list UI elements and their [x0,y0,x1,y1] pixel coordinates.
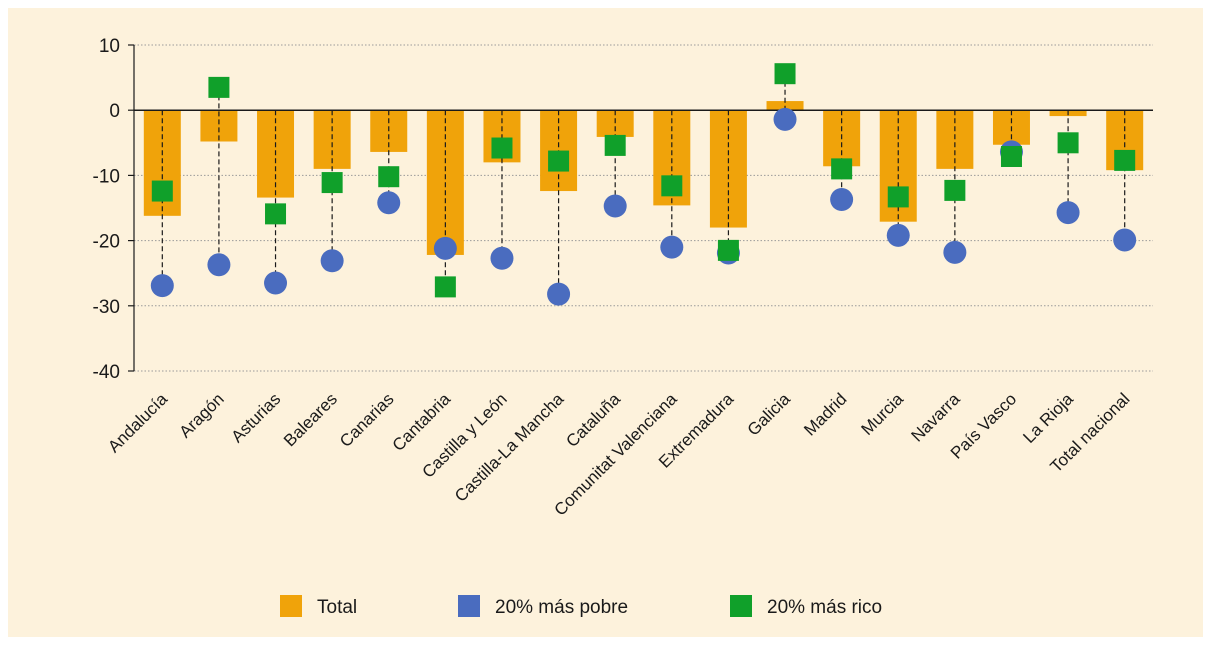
bar-total-galicia [766,101,804,111]
x-tick-label-castilla-la-mancha: Castilla-La Mancha [451,389,568,506]
point-richest-la-rioja [1057,132,1079,154]
x-tick-label-asturias: Asturias [227,389,284,446]
point-richest-asturias [265,203,287,225]
x-tick-label-la-rioja: La Rioja [1019,389,1077,447]
point-poorest-asturias [264,271,288,295]
legend-swatch-total [280,595,302,617]
stem-layer [161,73,1126,295]
point-richest-madrid [831,158,853,180]
point-richest-navarra [944,179,966,201]
y-tick-label: 10 [99,36,120,57]
point-richest-andalucia [151,180,173,202]
point-poorest-total-nacional [1113,228,1137,252]
marker-layer [150,63,1137,306]
legend-swatch-20-mas-pobre [458,595,480,617]
point-richest-cataluna [604,134,626,156]
legend-item-20-mas-rico: 20% más rico [730,595,882,618]
point-poorest-comunitat-valenciana [660,235,684,259]
point-poorest-canarias [377,191,401,215]
point-richest-canarias [378,166,400,188]
bar-layer [143,101,1144,255]
point-richest-cantabria [434,276,456,298]
point-poorest-navarra [943,240,967,264]
y-tick-label: 0 [109,101,120,122]
point-poorest-castilla-y-leon [490,246,514,270]
point-poorest-murcia [886,223,910,247]
legend-item-20-mas-pobre: 20% más pobre [458,595,628,618]
legend: Total 20% más pobre 20% más rico [280,595,882,618]
legend-label-total: Total [317,597,357,618]
x-tick-label-madrid: Madrid [800,389,850,439]
point-richest-aragon [208,76,230,98]
y-tick-labels: 10 0 -10 -20 -30 -40 [93,36,120,383]
legend-label-20-mas-pobre: 20% más pobre [495,597,628,618]
x-tick-label-murcia: Murcia [858,389,908,439]
y-tick-label: -10 [93,166,120,187]
point-poorest-madrid [830,188,854,212]
point-richest-murcia [887,186,909,208]
point-poorest-cantabria [433,236,457,260]
grid-layer [128,44,1153,372]
y-tick-label: -30 [93,297,120,318]
y-tick-label: -40 [93,362,120,383]
x-tick-labels: Andalucía Aragón AsturiasBalearesCanariasC… [104,389,1133,520]
legend-swatch-20-mas-rico [730,595,752,617]
point-richest-castilla-la-mancha [548,150,570,172]
chart-panel: 10 0 -10 -20 -30 -40 Andalucía Aragón Asturias B… [8,8,1203,637]
point-poorest-castilla-la-mancha [547,282,571,306]
x-tick-label-navarra: Navarra [907,389,964,446]
chart: 10 0 -10 -20 -30 -40 Andalucía Aragón AsturiasB… [93,36,1153,618]
point-richest-castilla-y-leon [491,137,513,159]
point-poorest-baleares [320,249,344,273]
point-poorest-cataluna [603,194,627,218]
point-poorest-galicia [773,107,797,131]
point-richest-pais-vasco [1000,145,1022,167]
legend-item-total: Total [280,595,357,618]
point-poorest-andalucia [150,274,174,298]
point-richest-galicia [774,63,796,85]
y-tick-label: -20 [93,232,120,253]
x-tick-label-andalucia: Andalucía [104,389,171,456]
x-tick-label-galicia: Galicia [744,389,795,440]
x-tick-label-baleares: Baleares [280,389,341,450]
point-poorest-aragon [207,253,231,277]
point-poorest-la-rioja [1056,201,1080,225]
x-tick-label-aragon: Aragón [176,389,228,441]
point-richest-extremadura [717,239,739,261]
legend-label-20-mas-rico: 20% más rico [767,597,882,618]
point-richest-baleares [321,172,343,194]
point-richest-comunitat-valenciana [661,175,683,197]
point-richest-total-nacional [1114,149,1136,171]
